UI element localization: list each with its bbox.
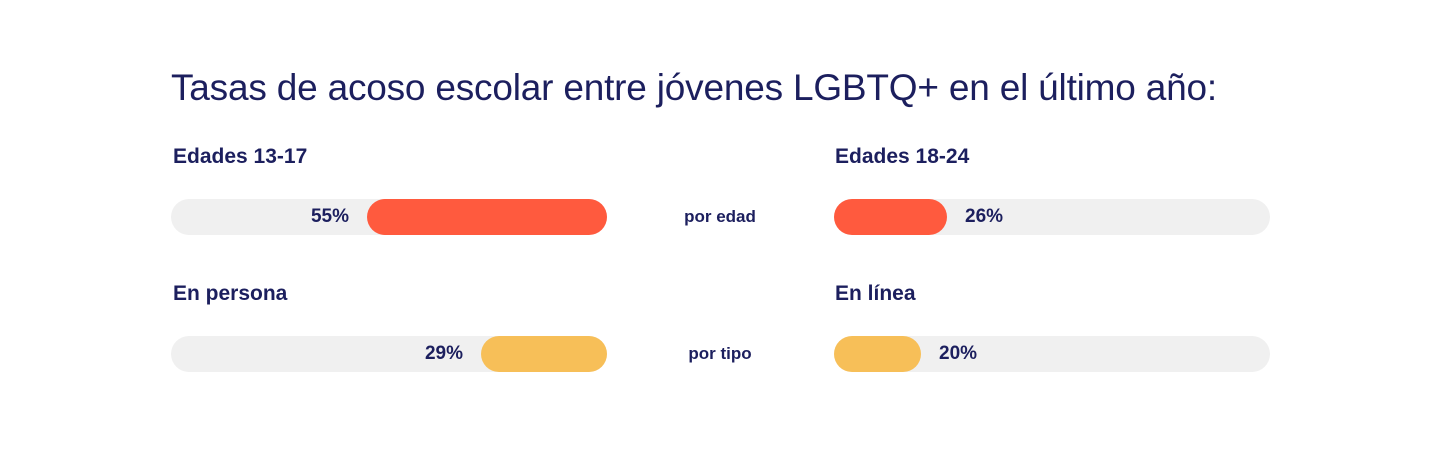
bar-track-en-linea: 20% — [834, 336, 1270, 372]
bar-fill-ages-18-24 — [834, 199, 947, 235]
bar-track-en-persona: 29% — [171, 336, 607, 372]
group-label-por-tipo: por tipo — [688, 344, 752, 363]
bar-label-ages-18-24: Edades 18-24 — [835, 145, 970, 168]
group-label-por-edad: por edad — [684, 207, 756, 226]
bar-label-ages-13-17: Edades 13-17 — [173, 145, 308, 168]
bar-fill-ages-13-17 — [367, 199, 607, 235]
bar-label-en-persona: En persona — [173, 282, 288, 305]
bar-label-en-linea: En línea — [835, 282, 916, 305]
bar-fill-en-persona — [481, 336, 607, 372]
chart-title: Tasas de acoso escolar entre jóvenes LGB… — [171, 67, 1217, 108]
bar-fill-en-linea — [834, 336, 921, 372]
value-label-en-persona: 29% — [424, 343, 463, 364]
value-label-ages-13-17: 55% — [310, 206, 349, 227]
bar-track-ages-18-24: 26% — [834, 199, 1270, 235]
value-label-en-linea: 20% — [939, 343, 978, 364]
bar-track-ages-13-17: 55% — [171, 199, 607, 235]
value-label-ages-18-24: 26% — [965, 206, 1004, 227]
